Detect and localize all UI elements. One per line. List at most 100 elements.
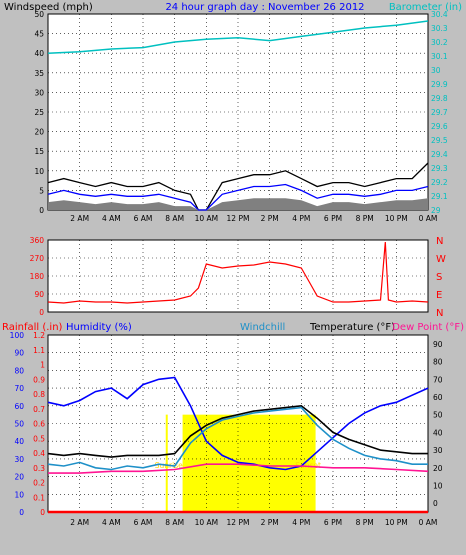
- dewpoint-line: [48, 463, 429, 474]
- baro-y-tick: 30.1: [431, 52, 448, 61]
- rain-y-tick: 0.7: [33, 405, 45, 414]
- chart-title: 24 hour graph day : November 26 2012: [165, 2, 364, 13]
- baro-y-tick: 29.6: [431, 122, 448, 131]
- wind-x-tick: 6 AM: [134, 214, 153, 223]
- rain-y-tick: 1.2: [33, 331, 45, 340]
- baro-y-tick: 29: [431, 206, 441, 215]
- wind-y-tick: 5: [39, 186, 44, 195]
- baro-y-tick: 30.2: [431, 38, 448, 47]
- humidity-line: [47, 376, 429, 471]
- humidity-y-tick: 70: [14, 384, 24, 393]
- humidity-y-tick: 100: [10, 331, 25, 340]
- wind-x-tick: 8 PM: [356, 214, 374, 223]
- baro-y-tick: 29.4: [431, 150, 448, 159]
- wind-x-tick: 0 AM: [419, 214, 438, 223]
- rain-y-tick: 1.1: [33, 346, 45, 355]
- temp-y-tick: 0: [433, 499, 438, 508]
- humidity-y-tick: 40: [14, 437, 24, 446]
- humidity-y-tick: 10: [14, 490, 24, 499]
- temp-x-tick: 8 AM: [165, 518, 184, 527]
- dir-compass-label: N: [436, 308, 443, 319]
- wind-x-tick: 10 AM: [195, 214, 219, 223]
- baro-y-tick: 29.8: [431, 94, 448, 103]
- rain-y-tick: 0: [40, 508, 45, 517]
- wind-y-tick: 40: [34, 49, 44, 58]
- baro-y-tick: 30.3: [431, 24, 448, 33]
- wind-y-tick: 50: [34, 10, 44, 19]
- wind-x-tick: 2 PM: [261, 214, 279, 223]
- rain-y-tick: 1: [40, 361, 45, 370]
- baro-y-tick: 29.1: [431, 192, 448, 201]
- rain-y-tick: 0.5: [33, 434, 45, 443]
- wind-direction-line: [47, 241, 429, 304]
- baro-y-tick: 29.9: [431, 80, 448, 89]
- temperature-line: [47, 404, 428, 458]
- humidity-label: Humidity (%): [66, 322, 132, 333]
- rain-y-tick: 0.4: [33, 449, 45, 458]
- temp-x-tick: 12 PM: [227, 518, 250, 527]
- wind-x-tick: 10 PM: [385, 214, 408, 223]
- temp-y-tick: 30: [433, 446, 443, 455]
- wind-y-tick: 0: [39, 206, 44, 215]
- humidity-y-tick: 20: [14, 473, 24, 482]
- wind-x-tick: 8 AM: [165, 214, 184, 223]
- temp-y-tick: 60: [433, 393, 443, 402]
- wind-x-tick: 6 PM: [324, 214, 342, 223]
- gust-line: [47, 162, 429, 211]
- dir-compass-label: S: [436, 272, 442, 283]
- temp-y-tick: 10: [433, 481, 443, 490]
- rain-y-tick: 0.1: [33, 493, 45, 502]
- rain-y-tick: 0.9: [33, 375, 45, 384]
- barometer-line: [47, 20, 429, 54]
- temp-x-tick: 2 PM: [261, 518, 279, 527]
- rain-y-tick: 0.8: [33, 390, 45, 399]
- temp-x-tick: 4 PM: [292, 518, 310, 527]
- temp-y-tick: 70: [433, 375, 443, 384]
- wind-y-tick: 15: [34, 147, 44, 156]
- wind-y-tick: 10: [34, 167, 44, 176]
- wind-x-tick: 2 AM: [70, 214, 89, 223]
- temp-x-tick: 10 AM: [195, 518, 219, 527]
- baro-y-tick: 29.5: [431, 136, 448, 145]
- rain-y-tick: 0.6: [33, 420, 45, 429]
- humidity-y-tick: 0: [19, 508, 24, 517]
- sunset-label: Sunset: [295, 461, 321, 470]
- temp-y-tick: 40: [433, 428, 443, 437]
- barometer-label: Barometer (in): [389, 2, 462, 13]
- baro-y-tick: 29.2: [431, 178, 448, 187]
- wind-line: [47, 183, 429, 211]
- temp-x-tick: 10 PM: [385, 518, 408, 527]
- dir-y-tick: 0: [39, 308, 44, 317]
- temp-y-tick: 20: [433, 464, 443, 473]
- dir-y-tick: 270: [30, 254, 45, 263]
- humidity-y-tick: 50: [14, 420, 24, 429]
- humidity-y-tick: 30: [14, 455, 24, 464]
- baro-y-tick: 30.4: [431, 10, 448, 19]
- temp-x-tick: 6 PM: [324, 518, 342, 527]
- dir-compass-label: E: [436, 290, 442, 301]
- humidity-y-tick: 90: [14, 349, 24, 358]
- wind-x-tick: 4 AM: [102, 214, 121, 223]
- windspeed-label: Windspeed (mph): [4, 2, 93, 13]
- temp-y-tick: 80: [433, 358, 443, 367]
- temp-x-tick: 0 AM: [419, 518, 438, 527]
- temp-x-tick: 2 AM: [70, 518, 89, 527]
- baro-y-tick: 29.3: [431, 164, 448, 173]
- wind-gray-area: [48, 198, 428, 210]
- wind-y-tick: 45: [34, 30, 44, 39]
- dir-y-tick: 90: [34, 290, 44, 299]
- baro-y-tick: 30: [431, 66, 441, 75]
- dir-compass-label: W: [436, 254, 446, 265]
- temp-x-tick: 6 AM: [134, 518, 153, 527]
- windchill-line: [47, 406, 428, 471]
- wind-y-tick: 35: [34, 69, 44, 78]
- temp-x-tick: 4 AM: [102, 518, 121, 527]
- wind-y-tick: 30: [34, 88, 44, 97]
- rain-y-tick: 0.3: [33, 464, 45, 473]
- wind-y-tick: 25: [34, 108, 44, 117]
- dir-compass-label: N: [436, 236, 443, 247]
- temp-x-tick: 8 PM: [356, 518, 374, 527]
- dewpoint-label: Dew Point (°F): [392, 322, 464, 333]
- humidity-y-tick: 80: [14, 366, 24, 375]
